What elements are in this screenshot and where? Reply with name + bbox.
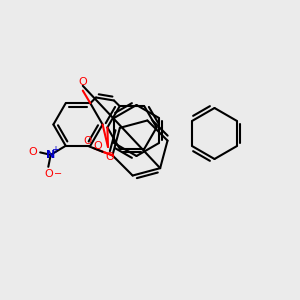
Text: O: O	[83, 136, 92, 146]
Text: O: O	[44, 169, 53, 179]
Text: O: O	[28, 147, 37, 158]
Text: +: +	[51, 145, 58, 155]
Text: −: −	[54, 169, 62, 179]
Text: O: O	[105, 152, 114, 162]
Text: N: N	[46, 150, 55, 160]
Text: O: O	[93, 141, 102, 151]
Text: O: O	[78, 77, 87, 87]
